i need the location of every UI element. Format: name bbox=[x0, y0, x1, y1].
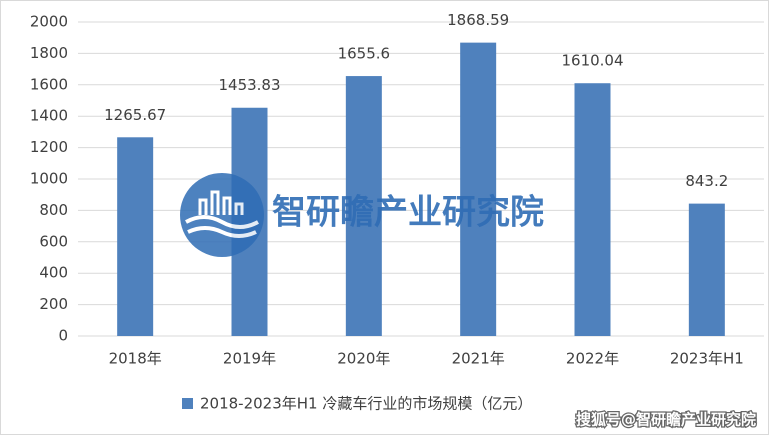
bar bbox=[574, 83, 611, 336]
y-tick-label: 1400 bbox=[30, 107, 68, 125]
x-tick-label: 2019年 bbox=[223, 350, 276, 368]
y-tick-label: 1800 bbox=[30, 44, 68, 62]
y-tick-label: 400 bbox=[39, 264, 68, 282]
y-tick-label: 1000 bbox=[30, 170, 68, 188]
x-tick-label: 2018年 bbox=[109, 350, 162, 368]
x-tick-label: 2020年 bbox=[337, 350, 390, 368]
logo-buildings bbox=[198, 190, 244, 215]
data-label: 1610.04 bbox=[561, 52, 623, 70]
data-label: 843.2 bbox=[685, 172, 728, 190]
x-tick-label: 2022年 bbox=[566, 350, 619, 368]
data-label: 1265.67 bbox=[104, 106, 166, 124]
data-label: 1868.59 bbox=[447, 11, 509, 29]
legend-swatch bbox=[182, 398, 193, 409]
bar bbox=[688, 203, 725, 336]
y-tick-label: 0 bbox=[58, 327, 68, 345]
watermark-logo bbox=[180, 173, 264, 257]
y-tick-label: 200 bbox=[39, 295, 68, 313]
bar bbox=[117, 137, 154, 336]
x-tick-label: 2023年H1 bbox=[670, 350, 744, 368]
watermark-text: 智研瞻产业研究院 bbox=[272, 193, 544, 233]
y-tick-label: 1200 bbox=[30, 138, 68, 156]
bar bbox=[345, 76, 382, 336]
data-label: 1453.83 bbox=[218, 76, 280, 94]
legend-label: 2018-2023年H1 冷藏车行业的市场规模（亿元） bbox=[200, 395, 532, 413]
y-tick-label: 800 bbox=[39, 201, 68, 219]
source-watermark: 搜狐号@智研瞻产业研究院 bbox=[576, 411, 756, 429]
x-tick-label: 2021年 bbox=[452, 350, 505, 368]
logo-circle bbox=[180, 173, 264, 257]
logo-waves bbox=[185, 215, 259, 238]
y-tick-label: 600 bbox=[39, 232, 68, 250]
bar bbox=[460, 42, 497, 336]
y-tick-label: 1600 bbox=[30, 75, 68, 93]
data-label: 1655.6 bbox=[338, 45, 391, 63]
y-tick-label: 2000 bbox=[30, 13, 68, 31]
